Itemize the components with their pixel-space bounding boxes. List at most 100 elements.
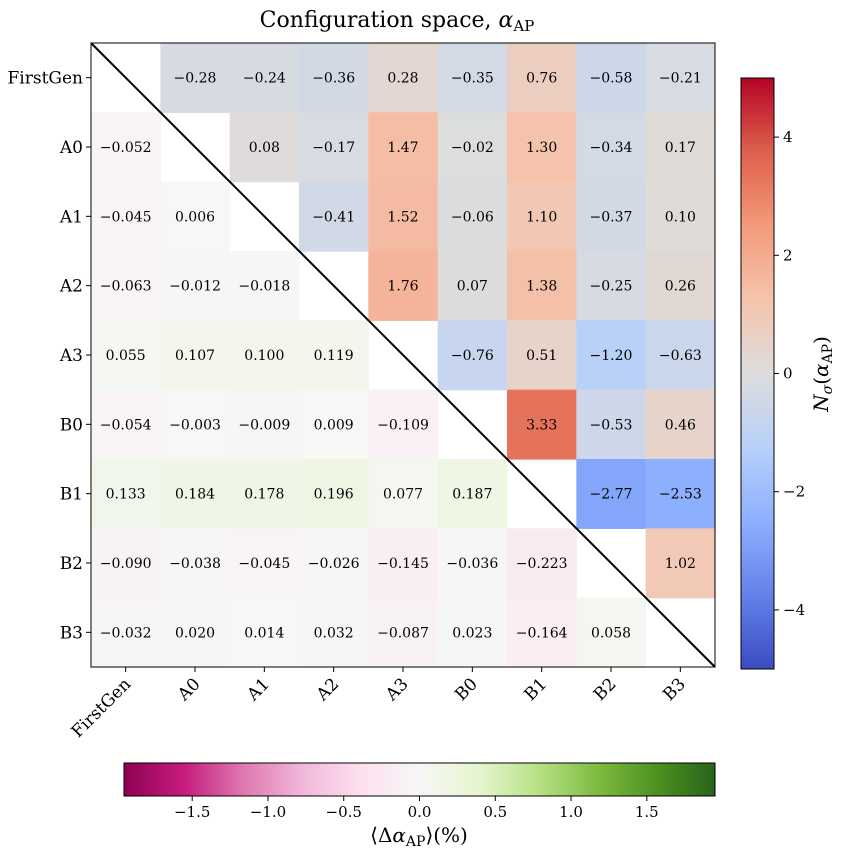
cell-label-B0-B1: 3.33 xyxy=(526,417,557,433)
cell-nsigma-FirstGen-B0 xyxy=(437,43,508,113)
bottom-cbar-tick-label: −0.5 xyxy=(326,803,362,821)
right-cbar-tick-label: −2 xyxy=(783,483,805,501)
cell-label-FirstGen-B2: −0.58 xyxy=(590,71,633,87)
cell-label-A0-A1: 0.08 xyxy=(249,140,280,156)
cell-delta-B3-B0 xyxy=(437,597,508,668)
cell-label-B1-A1: 0.178 xyxy=(244,487,284,503)
cell-label-B2-B3: 1.02 xyxy=(665,556,696,572)
cell-label-B1-B3: −2.53 xyxy=(659,487,702,503)
cell-nsigma-B2-B3 xyxy=(645,528,716,599)
cell-nsigma-A3-B0 xyxy=(437,320,508,391)
cell-delta-B1-A2 xyxy=(299,459,369,529)
cell-label-B3-A1: 0.014 xyxy=(244,625,284,641)
cell-label-A0-B3: 0.17 xyxy=(665,140,696,156)
bottom-cbar-tick-label: −1.0 xyxy=(250,803,286,821)
cell-delta-A2-A1 xyxy=(229,251,300,321)
cell-label-A3-FirstGen: 0.055 xyxy=(106,348,146,364)
cell-delta-B3-B2 xyxy=(576,597,647,668)
cell-label-B3-A3: −0.087 xyxy=(377,625,429,641)
cell-label-B2-A0: −0.038 xyxy=(169,556,221,572)
heatmap-cells xyxy=(91,43,716,668)
cell-nsigma-A0-A1 xyxy=(229,112,300,183)
cell-label-FirstGen-B0: −0.35 xyxy=(451,71,494,87)
y-tick-label-A3: A3 xyxy=(59,346,83,366)
cell-delta-B1-B0 xyxy=(437,459,508,529)
cell-label-B3-A2: 0.032 xyxy=(314,625,354,641)
cell-label-B1-B0: 0.187 xyxy=(452,487,492,503)
heatmap-cell-labels: −0.28 −0.24 −0.36 0.28 −0.35 0.76 −0.58 −0.21 −0… xyxy=(100,71,702,642)
x-tick-label-A3: A3 xyxy=(381,674,412,705)
cell-delta-B2-A3 xyxy=(368,528,439,599)
right-cbar-tick-label: −4 xyxy=(783,601,805,619)
cell-label-FirstGen-B3: −0.21 xyxy=(659,71,702,87)
bottom-cbar-tick-label: −1.5 xyxy=(174,803,210,821)
cell-nsigma-B1-B3 xyxy=(645,459,716,529)
cell-nsigma-A1-A2 xyxy=(299,181,369,252)
cell-nsigma-B0-B2 xyxy=(576,389,647,460)
cell-label-A1-B2: −0.37 xyxy=(590,209,633,225)
cell-label-B1-A0: 0.184 xyxy=(175,487,215,503)
cell-nsigma-B0-B3 xyxy=(645,389,716,460)
cell-label-A0-B2: −0.34 xyxy=(590,140,633,156)
cell-nsigma-A0-A2 xyxy=(299,112,369,183)
cell-label-A2-FirstGen: −0.063 xyxy=(100,279,152,295)
bottom-cbar-tick-label: 0.5 xyxy=(483,803,507,821)
x-tick-label-FirstGen: FirstGen xyxy=(68,674,136,742)
cell-label-A1-A2: −0.41 xyxy=(312,209,355,225)
cell-label-B0-B3: 0.46 xyxy=(665,417,696,433)
cell-label-A3-B1: 0.51 xyxy=(526,348,557,364)
cell-nsigma-FirstGen-A2 xyxy=(299,43,369,113)
cell-label-B3-B2: 0.058 xyxy=(591,625,631,641)
cell-delta-B3-FirstGen xyxy=(91,597,161,668)
cell-delta-A2-A0 xyxy=(160,251,231,321)
cell-nsigma-A1-B0 xyxy=(437,181,508,252)
cell-delta-B3-A2 xyxy=(299,597,369,668)
cell-delta-A3-A2 xyxy=(299,320,369,391)
cell-label-A2-A1: −0.018 xyxy=(238,279,290,295)
cell-delta-A2-FirstGen xyxy=(91,251,161,321)
cell-delta-B1-FirstGen xyxy=(91,459,161,529)
cell-delta-B3-B1 xyxy=(507,597,577,668)
cell-nsigma-FirstGen-A1 xyxy=(229,43,300,113)
cell-nsigma-A0-B1 xyxy=(507,112,577,183)
cell-label-A2-A3: 1.76 xyxy=(387,279,418,295)
cell-delta-B2-B0 xyxy=(437,528,508,599)
cell-nsigma-B1-B2 xyxy=(576,459,647,529)
cell-delta-A3-FirstGen xyxy=(91,320,161,391)
cell-label-A1-B0: −0.06 xyxy=(451,209,494,225)
cell-delta-B1-A1 xyxy=(229,459,300,529)
cell-label-B0-A3: −0.109 xyxy=(377,417,429,433)
x-tick-label-B0: B0 xyxy=(451,674,482,705)
cell-label-A0-FirstGen: −0.052 xyxy=(100,140,152,156)
cell-label-A0-A2: −0.17 xyxy=(312,140,355,156)
y-tick-label-B3: B3 xyxy=(60,623,83,643)
cell-label-A2-B0: 0.07 xyxy=(457,279,488,295)
cell-label-FirstGen-A0: −0.28 xyxy=(174,71,217,87)
cell-label-B2-A1: −0.045 xyxy=(238,556,290,572)
bottom-colorbar-ticks: −1.5 −1.0 −0.5 0.0 0.5 1.0 1.5 xyxy=(174,796,659,821)
cell-nsigma-A2-B3 xyxy=(645,251,716,321)
y-tick-label-B2: B2 xyxy=(60,554,83,574)
cell-label-B3-B1: −0.164 xyxy=(516,625,568,641)
cell-nsigma-A1-B3 xyxy=(645,181,716,252)
cell-nsigma-A1-B1 xyxy=(507,181,577,252)
cell-delta-B1-A3 xyxy=(368,459,439,529)
cell-delta-A3-A1 xyxy=(229,320,300,391)
y-tick-label-A1: A1 xyxy=(59,207,83,227)
cell-delta-B2-FirstGen xyxy=(91,528,161,599)
cell-label-B0-B2: −0.53 xyxy=(590,417,633,433)
cell-label-B0-FirstGen: −0.054 xyxy=(100,417,152,433)
cell-nsigma-A2-B2 xyxy=(576,251,647,321)
cell-nsigma-FirstGen-B2 xyxy=(576,43,647,113)
cell-nsigma-A1-A3 xyxy=(368,181,439,252)
cell-label-B2-FirstGen: −0.090 xyxy=(100,556,152,572)
cell-label-A0-B1: 1.30 xyxy=(526,140,557,156)
x-tick-label-B2: B2 xyxy=(590,674,621,705)
cell-nsigma-A0-A3 xyxy=(368,112,439,183)
cell-delta-B0-FirstGen xyxy=(91,389,161,460)
cell-delta-B3-A3 xyxy=(368,597,439,668)
cell-nsigma-A2-A3 xyxy=(368,251,439,321)
cell-nsigma-A3-B3 xyxy=(645,320,716,391)
cell-delta-B3-A1 xyxy=(229,597,300,668)
cell-nsigma-FirstGen-B1 xyxy=(507,43,577,113)
